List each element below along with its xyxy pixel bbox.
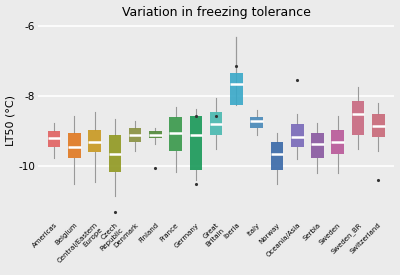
Bar [109, 135, 121, 172]
Bar [129, 128, 142, 142]
Bar [190, 116, 202, 170]
Bar [170, 117, 182, 151]
Bar [48, 131, 60, 147]
Bar [332, 130, 344, 154]
Bar [88, 130, 101, 152]
Bar [250, 117, 263, 128]
Bar [291, 124, 304, 147]
Bar [68, 133, 81, 158]
Bar [149, 131, 162, 138]
Y-axis label: LT50 (°C): LT50 (°C) [6, 95, 16, 146]
Title: Variation in freezing tolerance: Variation in freezing tolerance [122, 6, 311, 18]
Bar [271, 142, 283, 170]
Bar [352, 101, 364, 135]
Bar [311, 133, 324, 158]
Bar [230, 73, 243, 105]
Bar [210, 112, 222, 135]
Bar [372, 114, 384, 137]
